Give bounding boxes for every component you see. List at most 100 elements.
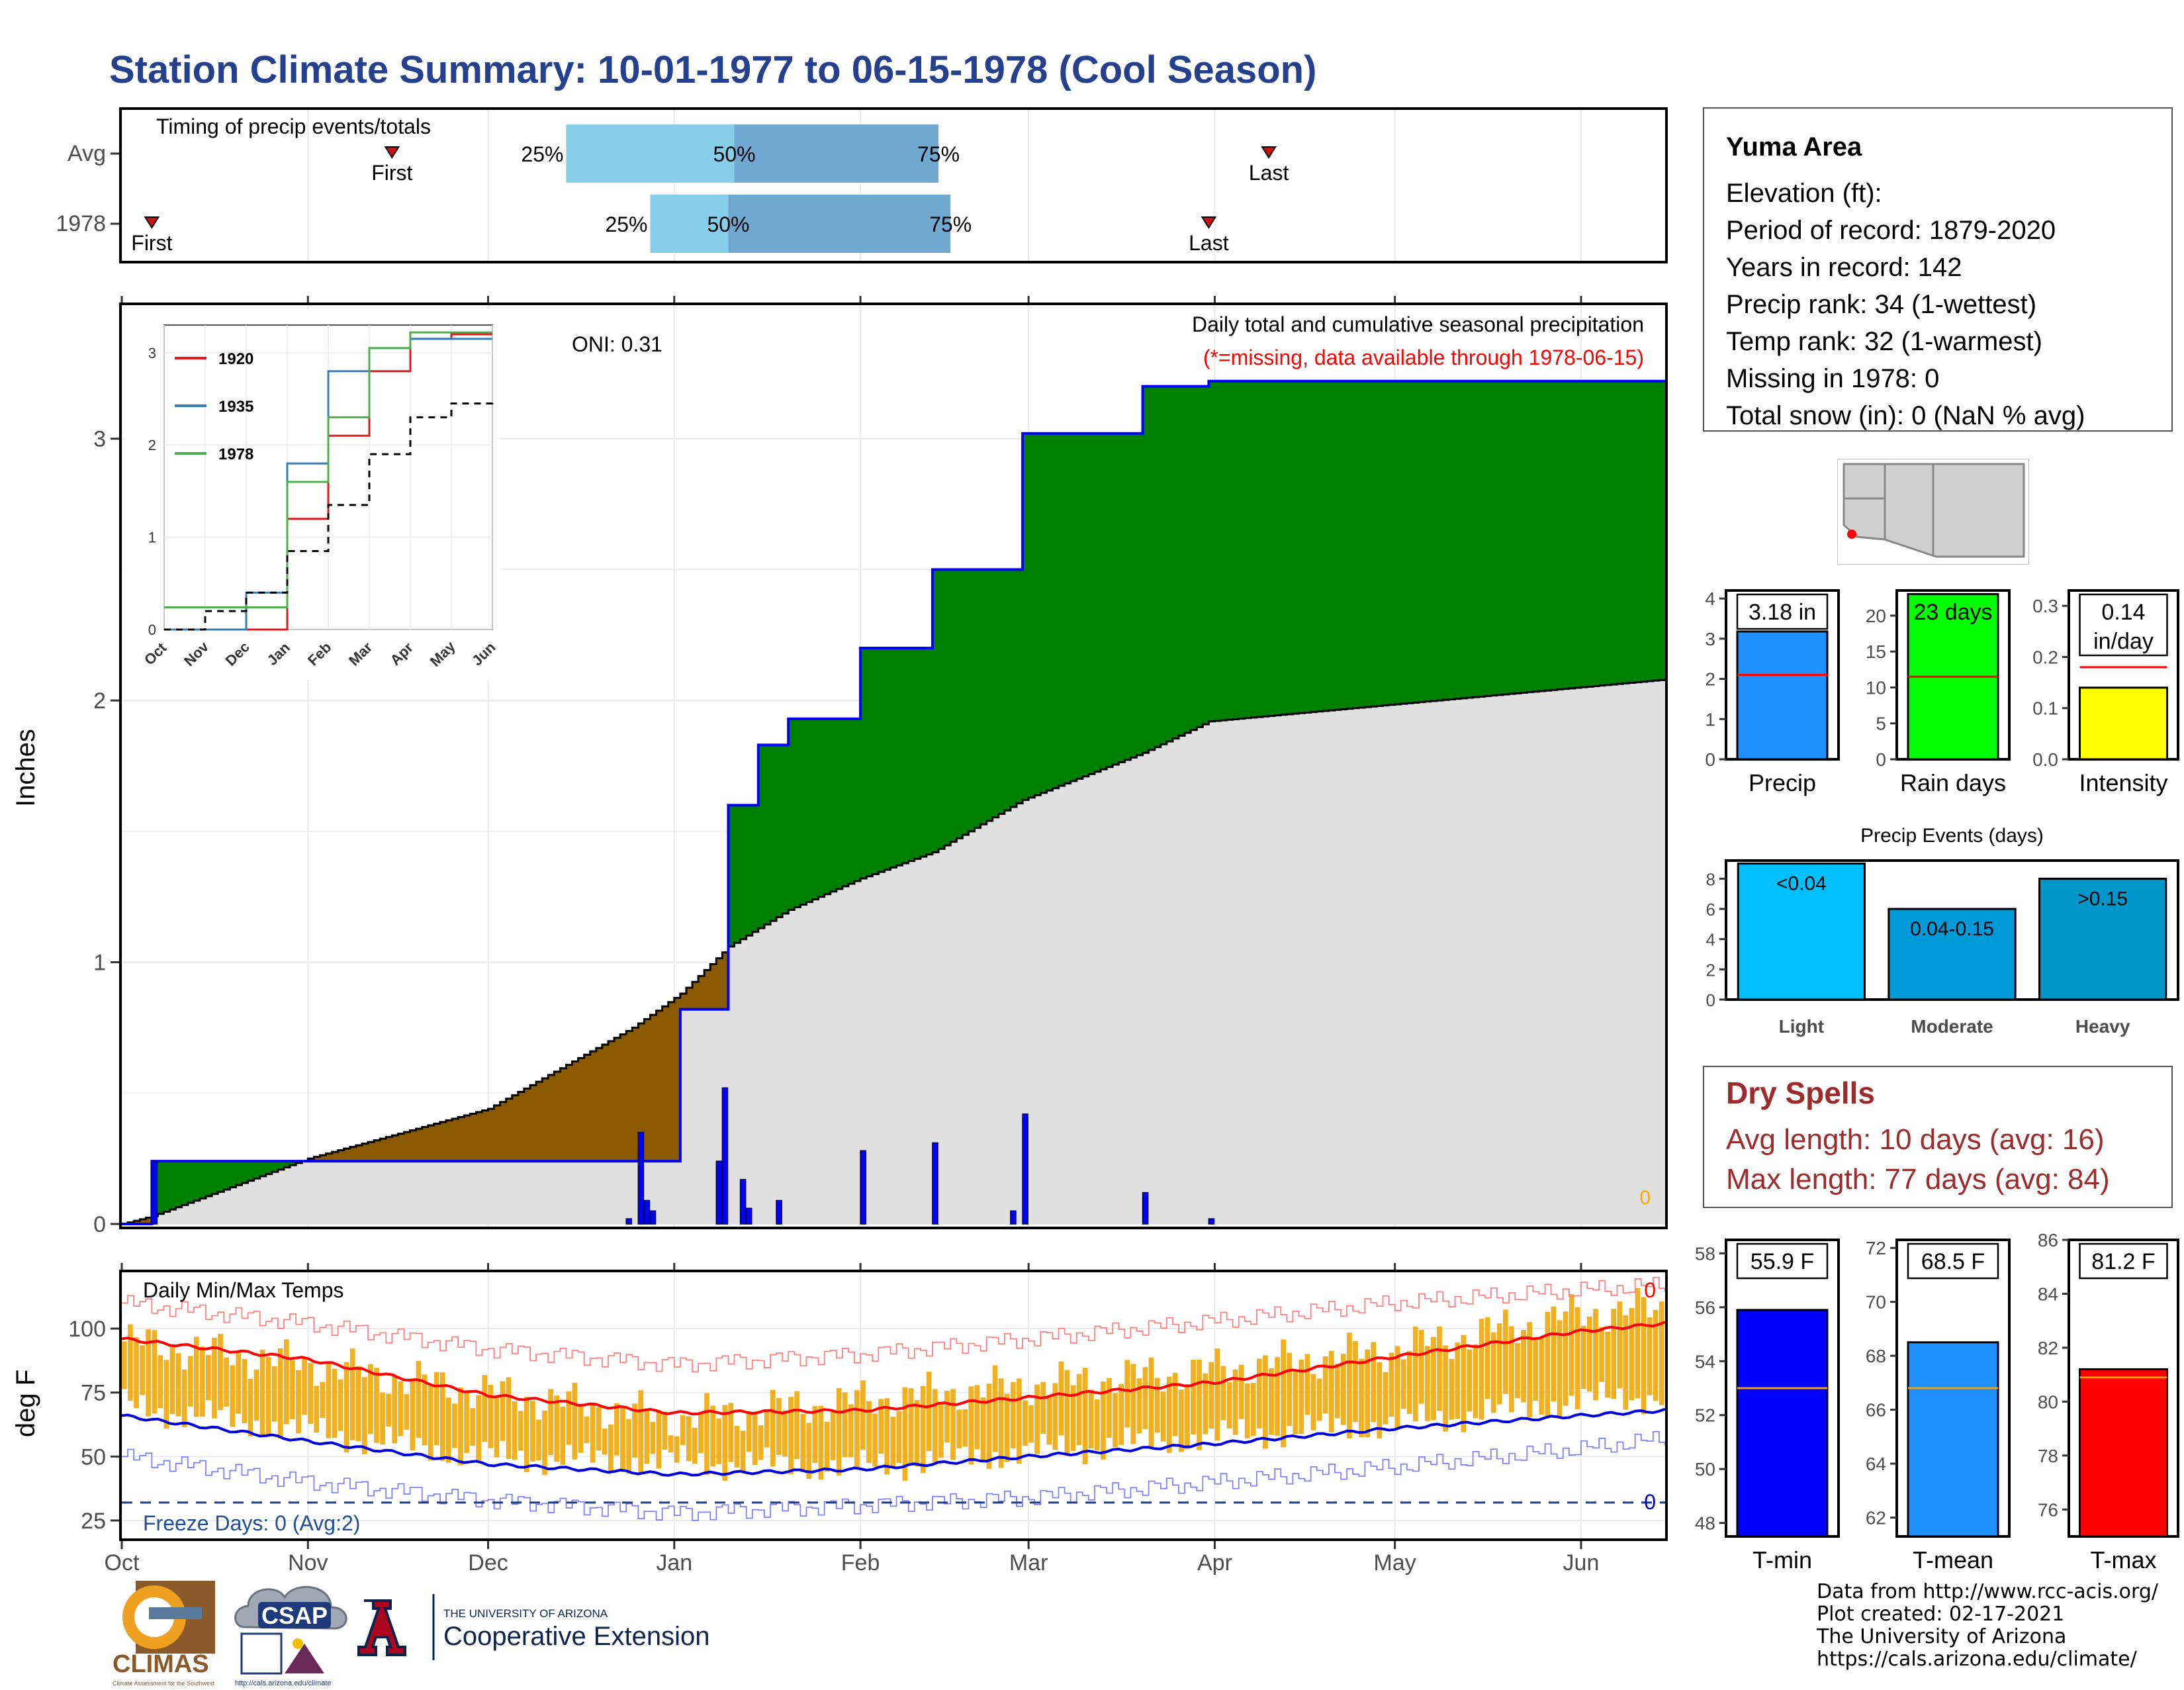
below-avg-segment: [482, 1110, 489, 1162]
above-avg-segment: [878, 648, 885, 872]
daily-temp-bar: [1473, 1344, 1479, 1419]
below-avg-segment: [572, 1061, 579, 1162]
above-avg-segment: [1052, 433, 1060, 788]
daily-temp-bar: [1046, 1395, 1052, 1445]
mini-ytick-label-Precip-4: 4: [1705, 588, 1715, 609]
daily-temp-bar: [818, 1405, 824, 1480]
avg-cumulative-fill: [122, 679, 1665, 1224]
freeze-days-text: Freeze Days: 0 (Avg:2): [143, 1511, 360, 1535]
below-avg-segment: [320, 1155, 327, 1162]
daily-temp-bar: [355, 1366, 361, 1441]
mini-ytick-label-Precip-2: 2: [1705, 669, 1715, 690]
daily-temp-bar: [548, 1389, 553, 1456]
daily-temp-bar: [1611, 1309, 1617, 1399]
mini-ytick-label-Intensity-0: 0.0: [2032, 749, 2058, 770]
inset-ytick-1: 1: [148, 530, 156, 546]
above-avg-segment: [1293, 381, 1300, 714]
above-avg-segment: [1496, 381, 1504, 695]
daily-temp-bar: [1124, 1360, 1130, 1428]
events-xlabel-Heavy: Heavy: [2075, 1016, 2130, 1037]
above-avg-segment: [962, 569, 970, 835]
below-avg-segment: [464, 1115, 471, 1162]
above-avg-segment: [1238, 381, 1246, 719]
station-elevation: Elevation (ft):: [1726, 179, 1882, 208]
above-avg-segment: [950, 569, 957, 842]
daily-temp-bar: [578, 1404, 584, 1453]
above-avg-segment: [860, 648, 867, 879]
above-avg-segment: [884, 648, 891, 870]
above-avg-segment: [902, 648, 909, 863]
above-avg-segment: [1310, 381, 1318, 712]
daily-temp-bar: [218, 1333, 223, 1411]
above-avg-segment: [1298, 381, 1306, 714]
daily-temp-bar: [1203, 1373, 1208, 1434]
above-avg-segment: [1166, 386, 1173, 741]
daily-temp-bar: [1425, 1346, 1430, 1421]
above-avg-segment: [1197, 386, 1203, 728]
daily-temp-bar: [152, 1330, 158, 1414]
above-avg-segment: [1563, 381, 1570, 689]
above-avg-segment: [1185, 386, 1191, 733]
inset-legend-label-1935: 1935: [218, 398, 253, 416]
above-avg-segment: [806, 718, 813, 902]
daily-temp-bar: [452, 1403, 457, 1448]
station-location-marker: [1847, 530, 1856, 539]
below-avg-segment: [668, 1002, 675, 1162]
daily-temp-bar: [1094, 1399, 1100, 1450]
below-avg-segment: [494, 1105, 501, 1162]
below-avg-segment: [662, 1006, 669, 1162]
above-avg-segment: [866, 648, 873, 876]
daily-temp-bar: [206, 1354, 211, 1401]
above-avg-segment: [872, 648, 879, 874]
below-avg-segment: [566, 1064, 573, 1162]
daily-temp-bar: [343, 1362, 349, 1453]
daily-temp-bar: [1023, 1400, 1028, 1446]
above-avg-segment: [1545, 381, 1552, 691]
daily-temp-bar: [728, 1403, 734, 1462]
daily-temp-bar: [1455, 1342, 1461, 1419]
above-avg-segment: [1250, 381, 1257, 718]
inset-ytick-3: 3: [148, 345, 156, 361]
daily-temp-bar: [1113, 1393, 1118, 1448]
daily-temp-bar: [1629, 1307, 1635, 1401]
below-avg-segment: [536, 1082, 543, 1162]
above-avg-segment: [1130, 433, 1138, 758]
above-avg-segment: [259, 1161, 267, 1176]
mini-ytick-label-T-max-1: 78: [2038, 1446, 2058, 1466]
below-avg-segment: [470, 1113, 477, 1162]
above-avg-segment: [842, 718, 849, 886]
above-avg-segment: [1160, 386, 1167, 745]
credit-data-source: Data from http://www.rcc-acis.org/: [1817, 1580, 2158, 1603]
daily-temp-bar: [632, 1403, 637, 1458]
events-ytick-label-4: 8: [1706, 869, 1715, 889]
above-avg-segment: [1118, 433, 1125, 763]
below-avg-segment: [602, 1044, 609, 1162]
csap-logo-text: CSAP: [261, 1602, 328, 1629]
mini-chart-Precip: 3.18 in 0 1 2 3 4 Precip: [1705, 588, 1840, 796]
daily-temp-bar: [764, 1411, 770, 1448]
below-avg-segment: [332, 1152, 339, 1162]
daily-temp-bar: [1539, 1337, 1545, 1415]
daily-temp-bar: [1214, 1348, 1220, 1441]
below-avg-segment: [398, 1133, 405, 1162]
above-avg-segment: [242, 1161, 249, 1183]
oni-value: ONI: 0.31: [572, 332, 662, 356]
below-avg-segment: [410, 1130, 417, 1162]
events-title: Precip Events (days): [1860, 825, 2044, 847]
below-avg-segment: [338, 1150, 345, 1162]
below-avg-segment: [512, 1095, 519, 1162]
below-avg-segment: [374, 1140, 381, 1162]
daily-temp-bar: [608, 1424, 614, 1472]
daily-temp-bar: [253, 1369, 259, 1421]
daily-temp-bar: [740, 1431, 746, 1473]
above-avg-segment: [1599, 381, 1606, 686]
daily-temp-bar: [1334, 1364, 1340, 1419]
mini-label-box-T-max: [2079, 1243, 2168, 1280]
credit-plot-created: Plot created: 02-17-2021: [1817, 1603, 2065, 1626]
above-avg-segment: [1412, 381, 1420, 703]
daily-temp-bar: [1647, 1317, 1653, 1395]
mini-label2-Intensity: in/day: [2093, 629, 2154, 654]
daily-precip-bar: [643, 1199, 651, 1225]
daily-temp-bar: [476, 1395, 482, 1461]
above-avg-segment: [1641, 381, 1648, 682]
